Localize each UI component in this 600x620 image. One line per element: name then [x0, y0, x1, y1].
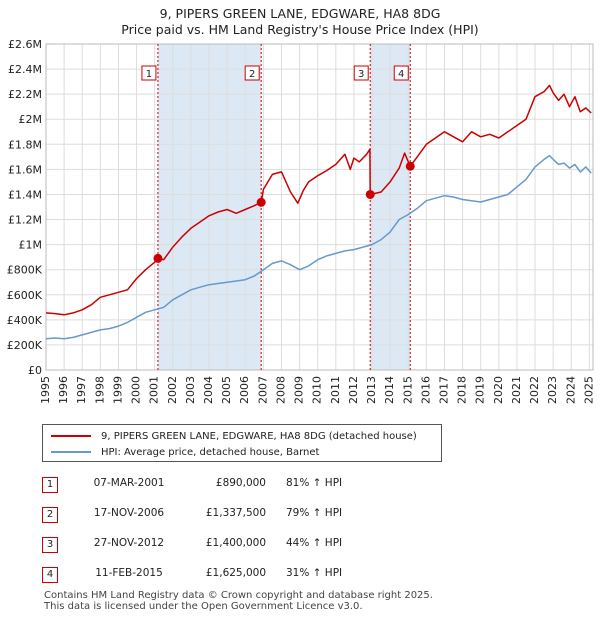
legend-item-hpi: HPI: Average price, detached house, Barn…: [51, 445, 319, 459]
sale-label-number: 3: [358, 69, 364, 80]
y-tick-label: £600K: [7, 289, 43, 302]
legend-swatch-hpi: [51, 451, 91, 453]
legend-label-hpi: HPI: Average price, detached house, Barn…: [101, 446, 320, 458]
shaded-period: [157, 44, 262, 370]
x-tick-label: 2007: [256, 376, 269, 404]
sale-price: £890,000: [215, 477, 266, 489]
sale-date: 11-FEB-2015: [95, 567, 163, 579]
y-tick-label: £1.2M: [8, 214, 42, 227]
sale-point: [256, 197, 266, 207]
sale-hpi-change: 79% ↑ HPI: [286, 507, 343, 519]
y-tick-label: £2.2M: [8, 88, 42, 101]
x-tick-label: 2018: [456, 376, 469, 404]
x-tick-label: 2006: [238, 376, 251, 404]
footer-licence: This data is licensed under the Open Gov…: [44, 601, 363, 612]
sale-hpi-change: 81% ↑ HPI: [286, 477, 343, 489]
sale-label-box: [141, 65, 157, 81]
sale-label-box: [353, 65, 369, 81]
sale-label-number: 4: [398, 69, 404, 80]
sale-price: £1,400,000: [205, 537, 266, 549]
sale-price: £1,337,500: [205, 507, 266, 519]
sale-point: [405, 161, 415, 171]
x-tick-label: 2000: [130, 376, 143, 404]
sale-hpi-change: 31% ↑ HPI: [286, 567, 343, 579]
x-tick-label: 2016: [419, 376, 432, 404]
x-tick-label: 2014: [383, 376, 396, 404]
sale-row: 1 07-MAR-2001 £890,000 81% ↑ HPI: [0, 477, 600, 493]
y-tick-label: £0: [28, 364, 42, 377]
chart-subtitle: Price paid vs. HM Land Registry's House …: [121, 22, 479, 37]
y-tick-label: £400K: [7, 314, 43, 327]
y-tick-label: £800K: [7, 264, 43, 277]
footer-copyright: Contains HM Land Registry data © Crown c…: [44, 590, 433, 601]
x-tick-label: 2025: [582, 376, 595, 404]
sale-number-badge: 3: [42, 537, 58, 553]
x-tick-label: 2024: [564, 376, 577, 404]
x-tick-label: 2013: [365, 376, 378, 404]
y-tick-label: £200K: [7, 339, 43, 352]
x-tick-label: 2008: [274, 376, 287, 404]
sale-number-badge: 1: [42, 477, 58, 493]
legend-label-property: 9, PIPERS GREEN LANE, EDGWARE, HA8 8DG (…: [101, 430, 417, 442]
sale-row: 2 17-NOV-2006 £1,337,500 79% ↑ HPI: [0, 507, 600, 523]
x-tick-label: 1999: [111, 376, 124, 404]
x-tick-label: 2005: [220, 376, 233, 404]
x-tick-label: 2023: [546, 376, 559, 404]
x-tick-label: 2022: [528, 376, 541, 404]
x-tick-label: 2002: [166, 376, 179, 404]
x-tick-label: 2001: [148, 376, 161, 404]
y-tick-label: £1.4M: [8, 188, 42, 201]
sale-label-number: 2: [249, 69, 255, 80]
x-tick-label: 2004: [202, 376, 215, 404]
x-tick-label: 1996: [57, 376, 70, 404]
chart-legend: 9, PIPERS GREEN LANE, EDGWARE, HA8 8DG (…: [42, 424, 442, 462]
sale-point: [153, 253, 163, 263]
x-tick-label: 1997: [75, 376, 88, 404]
x-tick-label: 2010: [311, 376, 324, 404]
y-tick-label: £1.8M: [8, 138, 42, 151]
x-tick-label: 2011: [329, 376, 342, 404]
sale-point: [365, 189, 375, 199]
sale-price: £1,625,000: [205, 567, 266, 579]
x-tick-label: 2019: [474, 376, 487, 404]
sale-date: 07-MAR-2001: [93, 477, 165, 489]
plot-area-border: [45, 43, 594, 371]
price-chart: £0 £200K £400K £600K £800K £1M £1.2M £1.4M £1.6M…: [7, 38, 596, 404]
y-tick-label: £2M: [19, 113, 43, 126]
x-tick-label: 1995: [39, 376, 52, 404]
sale-number-badge: 2: [42, 507, 58, 523]
y-tick-label: £2.4M: [8, 63, 42, 76]
y-tick-label: £1M: [19, 239, 43, 252]
sale-hpi-change: 44% ↑ HPI: [286, 537, 343, 549]
sale-label-box: [244, 65, 260, 81]
sale-date: 17-NOV-2006: [93, 507, 165, 519]
y-tick-label: £1.6M: [8, 163, 42, 176]
sale-label-box: [393, 65, 409, 81]
x-tick-label: 2012: [347, 376, 360, 404]
chart-title: 9, PIPERS GREEN LANE, EDGWARE, HA8 8DG: [159, 6, 441, 21]
x-tick-label: 2003: [184, 376, 197, 404]
legend-swatch-property: [51, 435, 91, 437]
sale-row: 3 27-NOV-2012 £1,400,000 44% ↑ HPI: [0, 537, 600, 553]
sale-number-badge: 4: [42, 567, 58, 583]
legend-item-property: 9, PIPERS GREEN LANE, EDGWARE, HA8 8DG (…: [51, 429, 417, 443]
hpi-line: [45, 154, 592, 340]
y-tick-label: £2.6M: [8, 38, 42, 51]
x-tick-label: 1998: [93, 376, 106, 404]
x-tick-label: 2015: [401, 376, 414, 404]
x-tick-label: 2020: [492, 376, 505, 404]
sale-row: 4 11-FEB-2015 £1,625,000 31% ↑ HPI: [0, 567, 600, 583]
x-tick-label: 2017: [437, 376, 450, 404]
sale-label-number: 1: [146, 69, 152, 80]
sale-date: 27-NOV-2012: [93, 537, 165, 549]
x-tick-label: 2009: [293, 376, 306, 404]
x-tick-label: 2021: [510, 376, 523, 404]
property-price-line: [45, 84, 592, 316]
